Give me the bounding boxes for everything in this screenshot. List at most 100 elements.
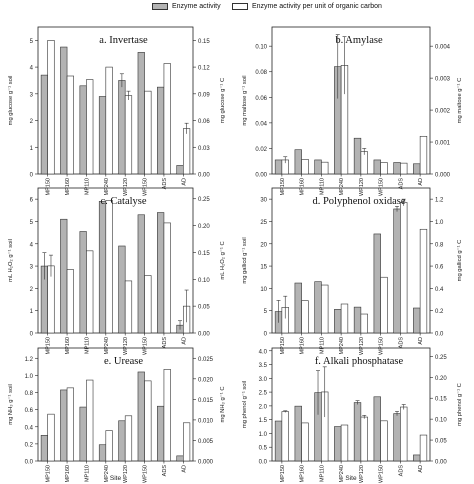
bar-per-organic-carbon: [360, 416, 368, 462]
bar-per-organic-carbon: [183, 128, 191, 175]
y-tick-label-left: 0.8: [25, 391, 34, 397]
bar-enzyme-activity: [137, 214, 145, 334]
plot-frame: [37, 26, 194, 175]
panel-title: a. Invertase: [99, 35, 148, 46]
y-tick-label-right: 1.2: [435, 198, 444, 204]
y-axis-label-right: mg gallicd g⁻¹ C: [457, 240, 463, 282]
panel-title: b. Amylase: [335, 35, 383, 46]
y-tick-label-left: 4: [30, 66, 34, 72]
bar-enzyme-activity: [60, 46, 68, 175]
bar-enzyme-activity: [60, 389, 68, 462]
bar-enzyme-activity: [353, 306, 362, 334]
bar-per-organic-carbon: [340, 424, 349, 462]
y-tick-label-left: 0.6: [25, 408, 34, 414]
x-axis-title: Site: [345, 475, 357, 482]
x-tick-label: MP240: [339, 178, 345, 195]
x-tick-label: MP150: [46, 337, 52, 354]
x-tick-label: MP240: [339, 465, 345, 482]
bar-per-organic-carbon: [105, 430, 113, 462]
x-tick-label: MP110: [319, 465, 325, 482]
x-tick-label: MP110: [84, 178, 90, 195]
y-tick-label-left: 2: [30, 287, 34, 293]
bar-enzyme-activity: [98, 444, 107, 462]
bar-per-organic-carbon: [400, 406, 408, 462]
y-tick-label-left: 1.0: [259, 432, 268, 438]
plot-frame: [271, 26, 431, 175]
y-tick-label-right: 0.020: [198, 377, 214, 383]
x-tick-label: WP120: [359, 337, 365, 355]
x-tick-label: MP110: [319, 337, 325, 354]
y-axis-label-left: mL H₂O₂ g⁻¹ soil: [8, 239, 14, 282]
y-axis-label-left: mg maltose g⁻¹ soil: [242, 75, 248, 125]
y-tick-label-left: 5: [30, 39, 34, 45]
x-tick-label: ADS: [162, 465, 168, 477]
bar-per-organic-carbon: [66, 387, 74, 462]
legend-item-per-organic-carbon: Enzyme activity per unit of organic carb…: [232, 3, 382, 10]
y-tick-label-right: 0.010: [198, 418, 214, 424]
chart-panel-3: 0 1 2 3 4 5 6 0.00 0.05 0.10 0.15 0.20 0.25 MP150 MP16…: [8, 187, 226, 355]
y-tick-label-left: 0.4: [25, 425, 34, 431]
bar-enzyme-activity: [40, 74, 48, 175]
bar-enzyme-activity: [40, 435, 48, 462]
y-tick-label-right: 0.002: [435, 109, 451, 115]
y-tick-label-left: 0.0: [259, 460, 268, 466]
bar-enzyme-activity: [334, 309, 342, 334]
x-tick-label: WP150: [379, 465, 385, 483]
bar-per-organic-carbon: [144, 380, 152, 462]
bar-per-organic-carbon: [183, 422, 191, 462]
bar-enzyme-activity: [98, 201, 107, 334]
y-tick-label-right: 0.05: [198, 305, 210, 311]
bar-per-organic-carbon: [419, 434, 428, 462]
y-tick-label-right: 0.8: [435, 242, 444, 248]
y-tick-label-left: 5: [264, 309, 268, 315]
bar-enzyme-activity: [353, 402, 362, 462]
bar-per-organic-carbon: [340, 303, 349, 334]
x-tick-label: MP160: [300, 465, 306, 482]
y-tick-label-left: 1.5: [259, 418, 268, 424]
bar-per-organic-carbon: [105, 66, 113, 175]
y-tick-label-left: 1: [30, 146, 34, 152]
y-tick-label-right: 0.15: [198, 39, 210, 45]
bar-enzyme-activity: [157, 212, 165, 334]
bar-enzyme-activity: [294, 405, 302, 462]
bar-enzyme-activity: [176, 455, 184, 462]
y-tick-label-right: 0.25: [435, 355, 447, 361]
y-axis-label-right: mg glucose g⁻¹ C: [220, 78, 226, 123]
y-axis-label-left: mg phenol g⁻¹ soil: [242, 381, 248, 428]
y-tick-label-right: 0.025: [198, 357, 214, 363]
bar-per-organic-carbon: [124, 280, 133, 334]
bar-per-organic-carbon: [47, 413, 55, 462]
y-tick-label-right: 0.000: [198, 460, 214, 466]
bar-per-organic-carbon: [144, 275, 152, 334]
y-tick-label-left: 30: [260, 198, 267, 204]
x-tick-label: WP150: [379, 178, 385, 196]
y-axis-label-left: mg gallicd g⁻¹ soil: [242, 237, 248, 283]
y-tick-label-left: 3.5: [259, 363, 268, 369]
x-tick-label: ADS: [398, 178, 404, 190]
bar-per-organic-carbon: [380, 162, 388, 175]
y-tick-label-right: 0.09: [198, 92, 210, 98]
bar-per-organic-carbon: [86, 379, 94, 462]
y-axis-label-left: mg glucose g⁻¹ soil: [8, 76, 14, 126]
bar-per-organic-carbon: [380, 276, 388, 334]
y-tick-label-right: 0.25: [198, 197, 210, 203]
bar-per-organic-carbon: [47, 40, 55, 175]
panel-title: f. Alkali phosphatase: [315, 356, 404, 367]
y-tick-label-left: 0: [30, 332, 34, 338]
y-tick-label-left: 0.02: [255, 147, 267, 153]
y-tick-label-right: 0.004: [435, 45, 451, 51]
bar-enzyme-activity: [393, 162, 401, 175]
y-tick-label-left: 0.2: [25, 442, 34, 448]
chart-panel-2: 0.00 0.02 0.04 0.06 0.08 0.10 0.000 0.001 0.002 0…: [242, 26, 463, 196]
x-tick-label: WP150: [143, 465, 149, 483]
chart-panel-4: 0 5 10 15 20 25 30 0.0 0.2 0.4 0.6 0.8 1.0 1.2 MP150 MP…: [242, 187, 463, 355]
bar-per-organic-carbon: [400, 202, 408, 334]
bar-enzyme-activity: [137, 52, 145, 175]
x-tick-label: AD: [418, 178, 424, 186]
bar-per-organic-carbon: [400, 162, 408, 175]
y-tick-label-left: 0.00: [255, 173, 267, 179]
legend-swatch-per-organic-carbon: [232, 3, 248, 10]
chart-panel-6: 0.0 0.5 1.0 1.5 2.0 2.5 3.0 3.5 4.0 0.00 0.05 0.10 0…: [242, 347, 463, 483]
y-tick-label-right: 0.15: [198, 251, 210, 257]
